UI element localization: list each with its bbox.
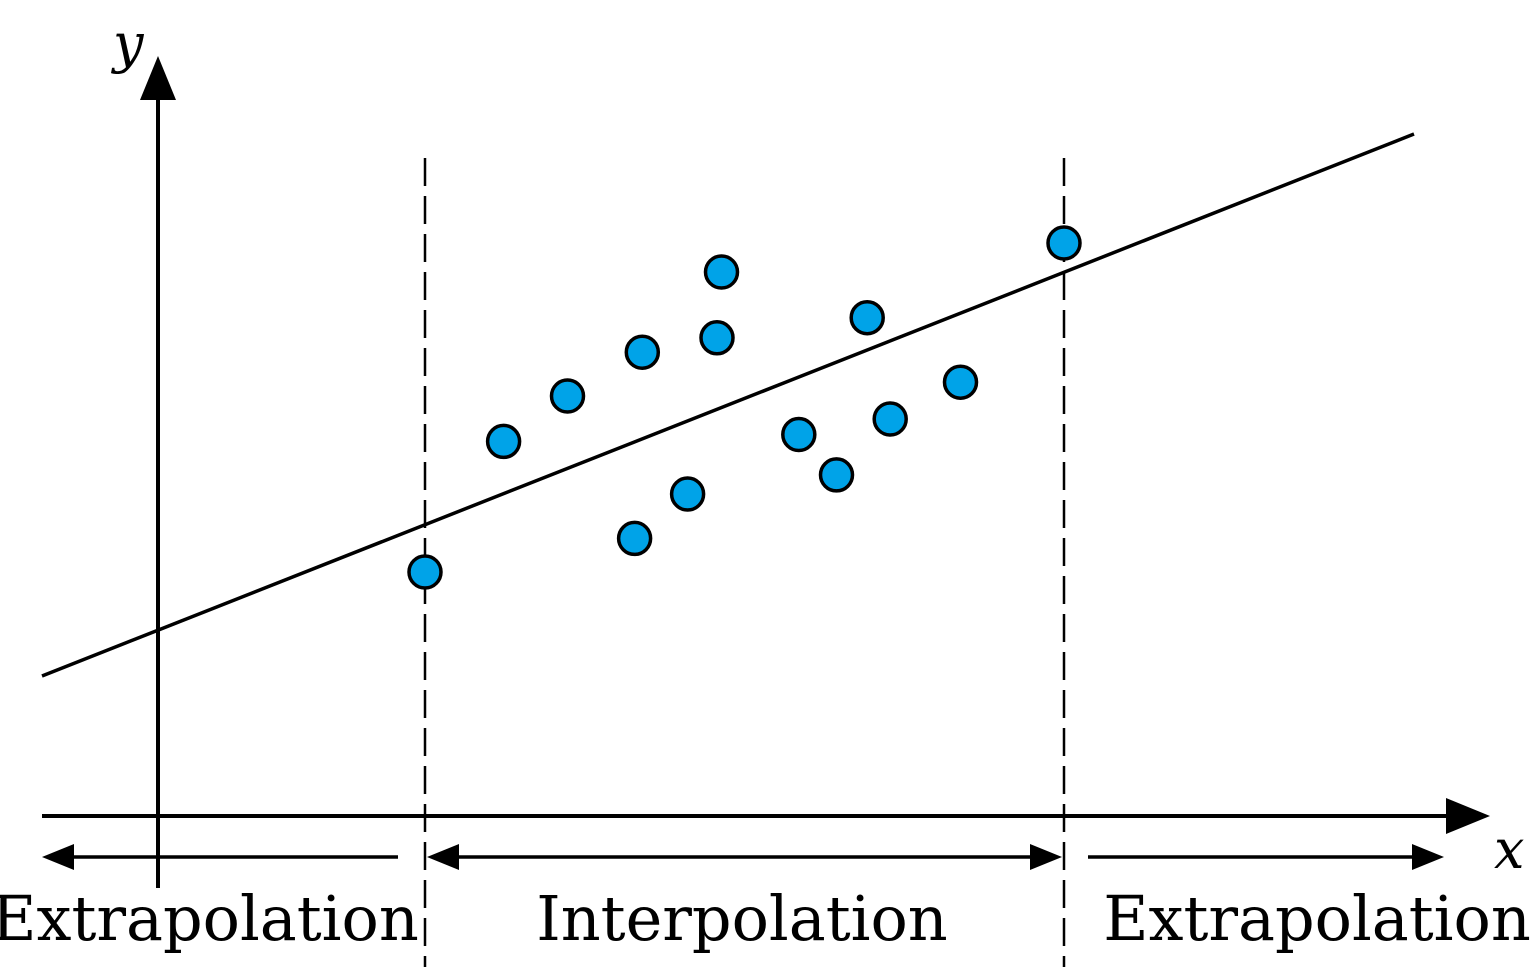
- right-extrapolation-arrow: [1088, 844, 1444, 870]
- data-point-9: [781, 416, 817, 453]
- x-axis-label: x: [1494, 818, 1524, 881]
- right-extrapolation-label: Extrapolation: [1103, 882, 1530, 955]
- interpolation-arrow: [427, 844, 1062, 870]
- data-point-10: [818, 457, 855, 493]
- interpolation-label: Interpolation: [536, 882, 947, 955]
- data-point-3: [549, 378, 586, 414]
- x-axis-arrowhead: [1446, 798, 1490, 834]
- y-axis: [140, 56, 176, 888]
- y-axis-arrowhead: [140, 56, 176, 100]
- data-point-2: [485, 423, 522, 460]
- data-point-1: [407, 554, 443, 590]
- data-point-13: [942, 364, 979, 400]
- y-axis-label: y: [111, 12, 145, 75]
- best-fit-line: [41, 132, 1415, 678]
- data-point-12: [872, 401, 908, 437]
- data-point-5: [624, 334, 661, 370]
- data-points: [407, 225, 1082, 590]
- left-extrapolation-label: Extrapolation: [0, 882, 419, 955]
- data-point-11: [849, 299, 885, 336]
- left-extrapolation-arrow: [42, 844, 398, 870]
- x-axis: [42, 798, 1490, 834]
- data-point-7: [699, 320, 735, 356]
- data-point-8: [703, 254, 740, 290]
- data-point-14: [1046, 225, 1082, 261]
- data-point-6: [669, 476, 706, 512]
- data-point-4: [616, 520, 653, 557]
